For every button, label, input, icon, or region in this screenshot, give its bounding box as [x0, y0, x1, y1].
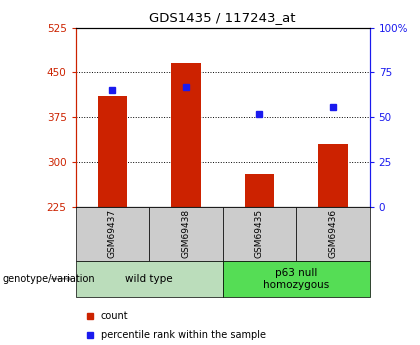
- Text: percentile rank within the sample: percentile rank within the sample: [101, 330, 266, 339]
- Bar: [223, 261, 370, 297]
- Text: wild type: wild type: [125, 274, 173, 284]
- Bar: [76, 207, 149, 261]
- Text: genotype/variation: genotype/variation: [2, 274, 95, 284]
- Bar: [223, 207, 296, 261]
- Text: GSM69435: GSM69435: [255, 209, 264, 258]
- Text: count: count: [101, 311, 129, 321]
- Title: GDS1435 / 117243_at: GDS1435 / 117243_at: [150, 11, 296, 24]
- Text: p63 null
homozygous: p63 null homozygous: [263, 268, 329, 289]
- Bar: [97, 96, 127, 207]
- Bar: [318, 144, 348, 207]
- Bar: [76, 261, 223, 297]
- Bar: [149, 207, 223, 261]
- Text: GSM69436: GSM69436: [328, 209, 337, 258]
- Bar: [296, 207, 370, 261]
- Bar: [171, 63, 201, 207]
- Text: GSM69437: GSM69437: [108, 209, 117, 258]
- Bar: [244, 174, 274, 207]
- Text: GSM69438: GSM69438: [181, 209, 190, 258]
